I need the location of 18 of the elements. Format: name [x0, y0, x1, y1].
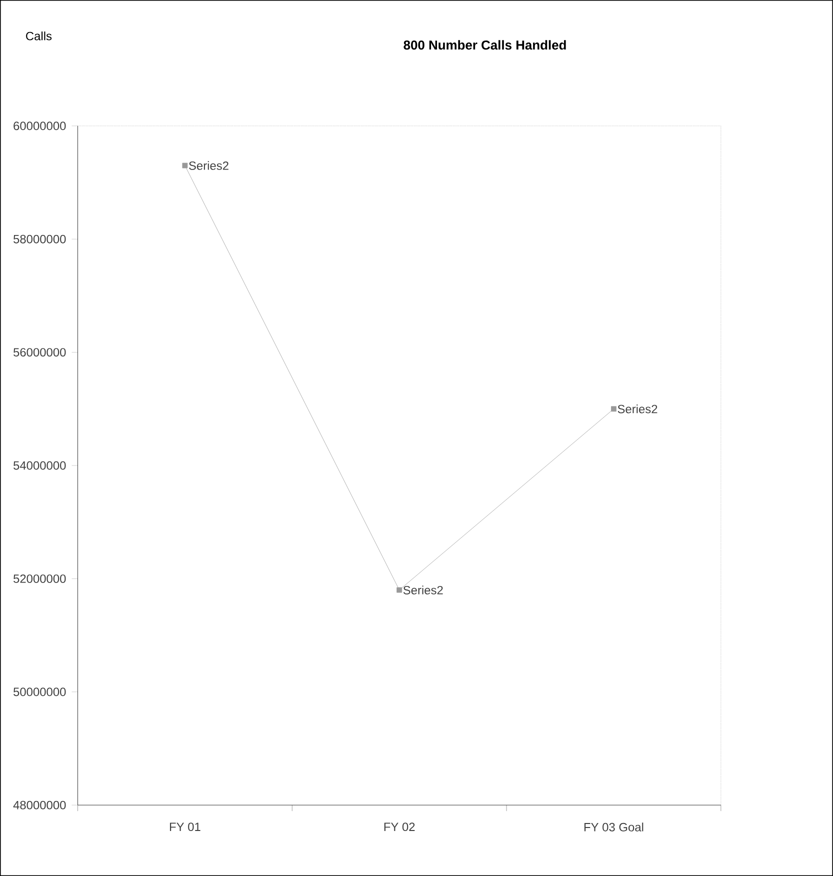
y-tick-label: 60000000 — [14, 122, 66, 130]
y-tick-label: 56000000 — [14, 348, 66, 357]
y-tick-label: 52000000 — [14, 574, 66, 583]
text: Calls — [26, 32, 52, 40]
point — [611, 406, 616, 412]
x-tick-label: FY 01 — [170, 822, 200, 832]
y-tick-label: 54000000 — [14, 461, 66, 470]
point — [396, 587, 402, 593]
x-tick-label: FY 02 — [384, 822, 415, 832]
y-tick-label: 48000000 — [13, 800, 66, 810]
x-tick-label: FY 03 Goal — [584, 822, 644, 832]
y-tick-label: 58000000 — [14, 234, 66, 244]
text: Series2 — [189, 161, 228, 170]
text: Series2 — [618, 404, 658, 414]
y-tick-label: 50000000 — [14, 688, 66, 696]
chart-title: 800 Number Calls Handled — [404, 40, 566, 50]
point — [182, 162, 188, 168]
series-label: Series2 — [403, 586, 443, 594]
